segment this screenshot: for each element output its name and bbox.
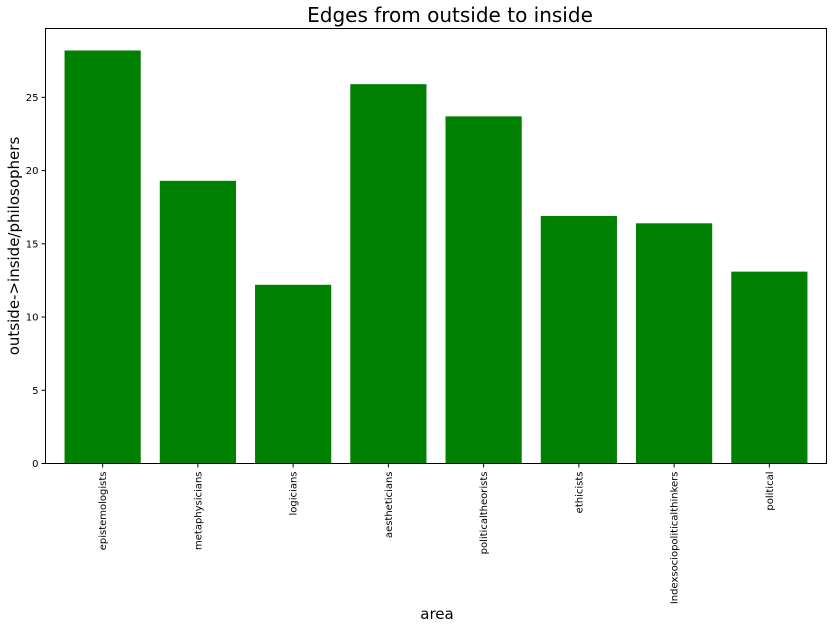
bar-politicaltheorists [445, 116, 522, 464]
y-axis-label: outside->inside/philosophers [5, 137, 23, 356]
bar-logicians [255, 284, 332, 464]
bar-Indexsociopoliticalthinkers [636, 223, 713, 464]
y-tick-label: 5 [32, 386, 38, 397]
x-axis-ticks: epistemologists metaphysicians logicians ae… [98, 463, 776, 605]
y-tick-label: 10 [26, 313, 39, 324]
x-tick-label: political [765, 472, 776, 511]
bar-political [731, 271, 808, 464]
bar-epistemologists [64, 50, 141, 464]
bar-ethicists [540, 215, 617, 464]
y-tick-label: 20 [26, 166, 39, 177]
x-tick-label: ethicists [574, 472, 585, 514]
x-axis-label: area [420, 605, 453, 623]
plot-frame [45, 28, 827, 464]
x-tick-label: Indexsociopoliticalthinkers [670, 472, 681, 605]
y-tick-label: 25 [26, 93, 39, 104]
x-tick-label: aestheticians [384, 472, 395, 539]
x-tick-label: politicaltheorists [479, 472, 490, 555]
bars-group [64, 50, 808, 464]
bar-aestheticians [350, 84, 427, 464]
x-tick-label: metaphysicians [193, 472, 204, 551]
y-tick-label: 0 [32, 459, 38, 470]
bar-metaphysicians [159, 180, 236, 464]
x-tick-label: logicians [289, 472, 300, 516]
chart-title: Edges from outside to inside [307, 3, 593, 27]
y-tick-label: 15 [26, 239, 39, 250]
x-tick-label: epistemologists [98, 472, 109, 551]
y-axis-ticks: 0 5 10 15 20 25 [26, 93, 46, 470]
